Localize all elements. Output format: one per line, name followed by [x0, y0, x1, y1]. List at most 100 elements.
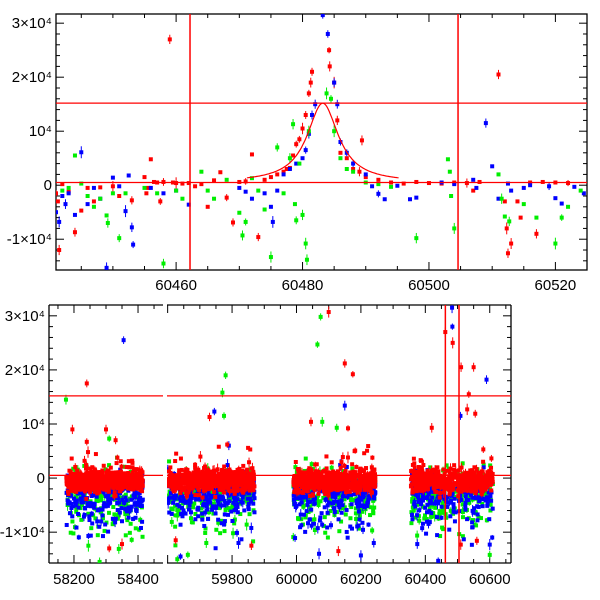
data-point-red	[171, 487, 176, 492]
data-point-red	[199, 480, 204, 485]
data-point-blue	[481, 465, 486, 470]
data-point-blue	[338, 462, 343, 467]
data-point-red	[122, 478, 127, 483]
data-point-red	[98, 185, 103, 190]
data-point-red	[368, 471, 373, 476]
data-point-red	[181, 476, 186, 481]
data-point-red	[69, 477, 74, 482]
data-point-red	[243, 487, 248, 492]
data-point-red	[106, 468, 111, 473]
data-point-blue	[361, 527, 366, 532]
data-point-blue	[309, 523, 314, 528]
data-point-green	[223, 373, 228, 378]
data-point-red	[74, 475, 79, 480]
data-point-red	[471, 188, 476, 193]
data-point-green	[212, 196, 217, 201]
data-point-red	[201, 488, 206, 493]
data-point-blue	[66, 191, 71, 196]
data-point-red	[177, 468, 182, 473]
data-point-blue	[382, 197, 387, 202]
data-point-green	[303, 456, 308, 461]
data-point-blue	[487, 542, 492, 547]
data-point-red	[107, 474, 112, 479]
data-point-red	[73, 487, 78, 492]
data-point-blue	[129, 504, 134, 509]
data-point-blue	[83, 506, 88, 511]
data-point-green	[191, 505, 196, 510]
data-point-blue	[89, 511, 94, 516]
data-point-red	[130, 475, 135, 480]
data-point-red	[204, 486, 209, 491]
data-point-blue	[121, 338, 126, 343]
data-point-green	[63, 397, 68, 402]
data-point-green	[362, 501, 367, 506]
data-point-green	[110, 522, 115, 527]
x-tick-label: 60400	[404, 571, 446, 588]
data-point-green	[309, 462, 314, 467]
data-point-green	[344, 167, 349, 172]
data-point-blue	[475, 504, 480, 509]
data-point-green	[460, 508, 465, 513]
data-point-red	[125, 480, 130, 485]
data-point-red	[198, 472, 203, 477]
data-point-blue	[196, 507, 201, 512]
data-point-red	[124, 465, 129, 470]
data-point-blue	[245, 496, 250, 501]
data-point-green	[107, 510, 112, 515]
data-point-red	[95, 491, 100, 496]
data-point-red	[174, 451, 179, 456]
data-point-red	[373, 478, 378, 483]
data-point-blue	[171, 500, 176, 505]
data-point-green	[200, 499, 205, 504]
data-point-blue	[348, 524, 353, 529]
data-point-blue	[425, 502, 430, 507]
data-point-blue	[335, 491, 340, 496]
data-point-red	[232, 491, 237, 496]
data-point-green	[117, 236, 122, 241]
data-point-blue	[452, 519, 457, 524]
data-point-red	[509, 241, 514, 246]
data-point-green	[316, 502, 321, 507]
data-point-red	[203, 464, 208, 469]
data-point-blue	[528, 183, 533, 188]
data-point-red	[234, 470, 239, 475]
data-point-red	[120, 479, 125, 484]
data-point-red	[291, 153, 296, 158]
data-point-blue	[180, 514, 185, 519]
data-point-green	[98, 196, 103, 201]
data-point-green	[368, 505, 373, 510]
data-point-blue	[215, 488, 220, 493]
data-point-blue	[313, 102, 318, 107]
data-point-green	[478, 516, 483, 521]
data-point-blue	[126, 173, 131, 178]
data-point-red	[370, 455, 375, 460]
data-point-blue	[436, 488, 441, 493]
data-point-green	[133, 526, 138, 531]
data-point-green	[122, 464, 127, 469]
data-point-green	[190, 520, 195, 525]
data-point-red	[167, 477, 172, 482]
data-point-red	[222, 482, 227, 487]
data-point-blue	[294, 161, 299, 166]
data-point-red	[84, 466, 89, 471]
data-point-green	[123, 191, 128, 196]
data-point-green	[357, 515, 362, 520]
data-point-green	[173, 524, 178, 529]
data-point-red	[327, 48, 332, 53]
data-point-green	[438, 534, 443, 539]
data-point-red	[82, 489, 87, 494]
data-point-green	[140, 534, 145, 539]
data-point-red	[103, 475, 108, 480]
data-point-blue	[188, 495, 193, 500]
data-point-green	[199, 506, 204, 511]
data-point-blue	[303, 529, 308, 534]
data-point-blue	[206, 492, 211, 497]
data-point-blue	[475, 518, 480, 523]
data-point-blue	[211, 487, 216, 492]
data-point-blue	[200, 511, 205, 516]
data-point-red	[112, 490, 117, 495]
data-point-green	[409, 510, 414, 515]
data-point-red	[197, 488, 202, 493]
data-point-blue	[338, 140, 343, 144]
